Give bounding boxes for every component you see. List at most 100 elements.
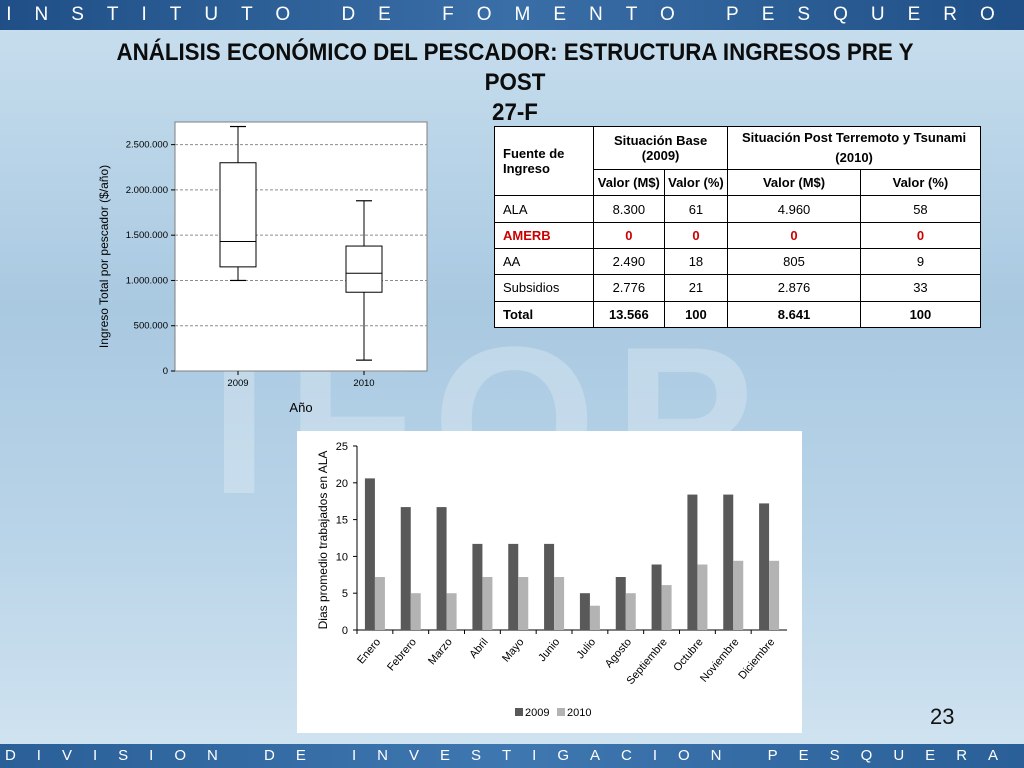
- legend-label-2010: 2010: [567, 707, 591, 719]
- table-row: AA 2.490 18 805 9: [494, 248, 982, 276]
- cell: 0: [859, 221, 982, 250]
- x-tick-label: Abril: [467, 636, 490, 661]
- cell: 100: [859, 300, 982, 329]
- row-name: ALA: [494, 195, 594, 223]
- sub-header: Valor (%): [859, 169, 982, 197]
- legend-swatch-2010: [557, 708, 565, 716]
- bar-2010: [661, 585, 672, 630]
- y-tick-label: 20: [336, 478, 348, 490]
- bar-2010: [697, 564, 708, 630]
- bar-2010: [374, 577, 385, 630]
- y-tick-label: 15: [336, 515, 348, 527]
- y-tick-label: 5: [342, 588, 348, 600]
- table-row: Total 13.566 100 8.641 100: [494, 300, 982, 329]
- bar-2010: [482, 577, 493, 630]
- slide-title-line2: 27-F: [492, 99, 538, 126]
- cell: 8.641: [727, 300, 861, 329]
- cell: 33: [859, 274, 982, 302]
- y-tick-label: 1.500.000: [126, 230, 168, 241]
- x-tick-label: Octubre: [671, 636, 705, 674]
- cell: 18: [663, 248, 729, 276]
- cell: 13.566: [593, 300, 665, 329]
- cell: 2.876: [727, 274, 861, 302]
- bar-2009: [579, 593, 590, 630]
- group-post-header: Situación Post Terremoto y Tsunami (2010…: [727, 125, 981, 171]
- bar-2009: [436, 507, 447, 630]
- bar-2010: [589, 605, 600, 630]
- bar-2009: [687, 494, 698, 630]
- x-axis-label: Año: [289, 400, 312, 415]
- work-days-bar-chart: 0 5 10 15 20 25 Enero Febrero Marzo Abril Mayo Juni…: [297, 431, 802, 733]
- cell: 0: [663, 221, 729, 250]
- plot-area: [174, 121, 428, 372]
- y-tick-label: 1.000.000: [126, 275, 168, 286]
- y-tick-label: 2.500.000: [126, 140, 168, 151]
- cell: 4.960: [727, 195, 861, 223]
- y-axis-label: Dias promedio trabajados en ALA: [316, 451, 330, 630]
- legend-swatch-2009: [515, 708, 523, 716]
- y-tick-label: 2.000.000: [126, 185, 168, 196]
- cell: 100: [663, 300, 729, 329]
- y-axis-label: Ingreso Total por pescador ($/año): [97, 165, 111, 348]
- table-row: ALA 8.300 61 4.960 58: [494, 195, 982, 223]
- x-tick-label: Enero: [355, 636, 383, 666]
- x-tick-label: 2010: [353, 378, 374, 389]
- bar-2010: [733, 560, 744, 630]
- cell: 2.490: [593, 248, 665, 276]
- bar-2009: [544, 543, 555, 630]
- y-tick-label: 25: [336, 441, 348, 453]
- bar-2010: [410, 593, 421, 630]
- box-iqr: [345, 245, 383, 293]
- x-tick-label: Julio: [574, 636, 598, 661]
- sub-header: Valor (%): [663, 169, 729, 197]
- row-name: Subsidios: [494, 274, 594, 302]
- bar-2009: [759, 503, 770, 630]
- bar-2010: [625, 593, 636, 630]
- y-tick-label: 0: [163, 366, 168, 377]
- x-tick-label: 2009: [227, 378, 248, 389]
- cell: 9: [859, 248, 982, 276]
- x-tick-label: Agosto: [603, 636, 634, 670]
- cell: 2.776: [593, 274, 665, 302]
- y-tick-label: 0: [342, 625, 348, 637]
- y-tick-label: 500.000: [134, 321, 168, 332]
- y-tick-label: 10: [336, 551, 348, 563]
- row-name: AA: [494, 248, 594, 276]
- x-tick-label: Marzo: [426, 636, 455, 667]
- box-iqr: [219, 162, 257, 268]
- cell: 58: [859, 195, 982, 223]
- table-row: AMERB 0 0 0 0: [494, 221, 982, 250]
- institute-banner: INSTITUTO DE FOMENTO PESQUERO: [0, 0, 1024, 30]
- slide-title-line1: ANÁLISIS ECONÓMICO DEL PESCADOR: ESTRUCT…: [116, 39, 914, 96]
- cell: 0: [593, 221, 665, 250]
- bar-2010: [769, 560, 780, 630]
- x-tick-label: Junio: [536, 636, 562, 664]
- cell: 8.300: [593, 195, 665, 223]
- group-base-header: Situación Base (2009): [592, 125, 729, 171]
- cell: 805: [727, 248, 861, 276]
- x-tick-label: Febrero: [385, 636, 419, 673]
- row-name: AMERB: [494, 221, 594, 250]
- col-source-header: Fuente de Ingreso: [494, 125, 594, 197]
- bar-2010: [518, 577, 529, 630]
- bar-2009: [472, 543, 483, 630]
- slide-title: ANÁLISIS ECONÓMICO DEL PESCADOR: ESTRUCT…: [92, 38, 938, 128]
- sub-header: Valor (M$): [593, 169, 665, 197]
- sub-header: Valor (M$): [727, 169, 861, 197]
- row-name: Total: [494, 300, 594, 329]
- bar-2009: [615, 577, 626, 630]
- page-number: 23: [930, 704, 955, 729]
- bar-2010: [446, 593, 457, 630]
- bar-2010: [554, 577, 565, 630]
- bar-2009: [400, 507, 411, 630]
- x-tick-label: Mayo: [500, 636, 526, 664]
- cell: 21: [663, 274, 729, 302]
- x-tick-label: Diciembre: [736, 636, 777, 682]
- cell: 61: [663, 195, 729, 223]
- cell: 0: [727, 221, 861, 250]
- table-row: Subsidios 2.776 21 2.876 33: [494, 274, 982, 302]
- bar-2009: [723, 494, 734, 630]
- income-table: Fuente de Ingreso Situación Base (2009) …: [494, 125, 982, 329]
- income-boxplot: 0 500.000 1.000.000 1.500.000 2.000.000 2.500…: [97, 121, 428, 415]
- division-banner: DIVISION DE INVESTIGACION PESQUERA: [0, 744, 1024, 768]
